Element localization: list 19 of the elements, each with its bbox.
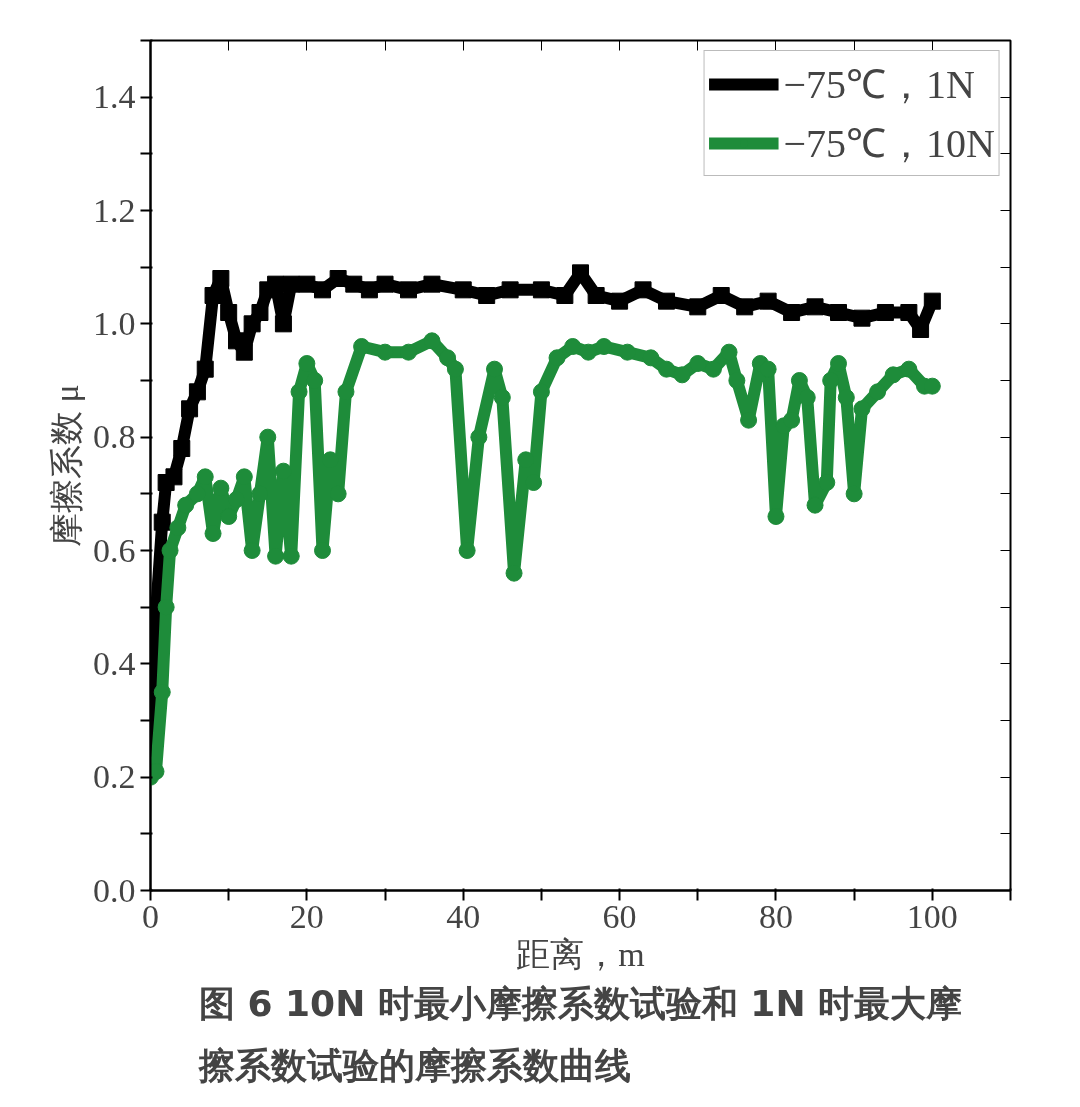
y-tick-label: 0.4 [93, 644, 136, 682]
y-tick-label: 0.8 [93, 418, 136, 456]
text: 图 6 10N 时最小摩擦系数试验和 1N 时最大摩擦系数试验的摩擦系数曲线 [197, 983, 963, 1086]
legend-label: −75℃，10N [783, 120, 995, 168]
x-tick-label: 20 [289, 897, 324, 935]
x-tick-label: 80 [758, 897, 793, 935]
x-axis-title: 距离，m [516, 935, 645, 973]
y-tick-label: 0.2 [93, 758, 136, 796]
y-tick-label: 0.0 [93, 871, 136, 909]
y-axis-title: 摩擦系数 μ [48, 384, 85, 547]
x-tick-label: 60 [602, 897, 637, 935]
y-tick-label: 0.6 [93, 531, 136, 569]
x-tick-label: 100 [906, 897, 958, 935]
legend-label: −75℃，1N [783, 61, 975, 109]
x-tick-label: 40 [446, 897, 481, 935]
y-tick-label: 1.2 [93, 191, 136, 229]
x-tick-label: 0 [142, 897, 159, 935]
y-tick-label: 1.4 [93, 78, 136, 116]
y-tick-label: 1.0 [93, 304, 136, 342]
